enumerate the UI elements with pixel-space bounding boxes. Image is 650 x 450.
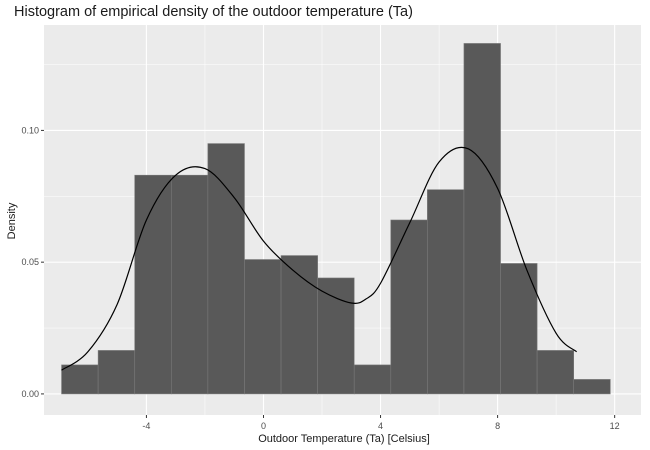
y-axis-title: Density [6, 202, 18, 239]
histogram-bar [317, 277, 355, 395]
x-tick-label: 4 [378, 421, 383, 431]
histogram-bar [500, 263, 538, 395]
histogram-bars [61, 43, 611, 395]
histogram-bar [97, 350, 136, 395]
histogram-bar [244, 259, 282, 395]
x-tick-label: 8 [495, 421, 500, 431]
histogram-bar [353, 364, 392, 395]
chart-title: Histogram of empirical density of the ou… [14, 4, 413, 20]
y-tick-label: 0.10 [21, 125, 39, 135]
histogram-bar [573, 379, 611, 395]
histogram-bar [207, 143, 245, 395]
x-tick-label: 0 [261, 421, 266, 431]
histogram-bar [61, 364, 99, 395]
x-tick-label: -4 [142, 421, 150, 431]
histogram-bar [134, 174, 172, 395]
y-tick-label: 0.00 [21, 389, 39, 399]
y-tick-label: 0.05 [21, 257, 39, 267]
x-axis-title: Outdoor Temperature (Ta) [Celsius] [258, 433, 430, 445]
histogram-bar [280, 255, 318, 395]
histogram-bar [390, 219, 428, 395]
histogram-bar [536, 350, 574, 395]
density-curve-layer [61, 146, 578, 371]
density-curve [61, 146, 578, 371]
histogram-bar [427, 189, 465, 395]
histogram-bar [463, 43, 501, 395]
histogram-bar [171, 174, 209, 395]
axis-ticks: -4 0 4 8 12 0.00 0.05 0.10 [21, 125, 619, 431]
x-tick-label: 12 [610, 421, 620, 431]
